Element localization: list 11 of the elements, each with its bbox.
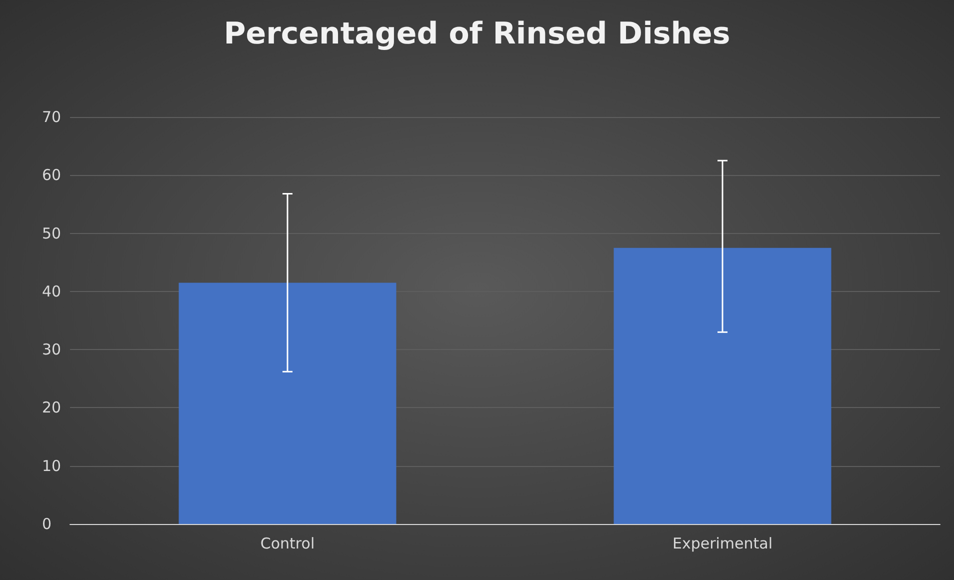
- y-tick-label: 60: [42, 166, 62, 184]
- y-tick-label: 10: [42, 456, 62, 475]
- y-tick-label: 20: [42, 398, 62, 417]
- x-tick-label: Control: [260, 534, 315, 552]
- y-tick-label: 70: [42, 108, 62, 126]
- y-tick-label: 0: [42, 515, 52, 533]
- y-tick-label: 40: [42, 282, 62, 300]
- y-tick-label: 50: [42, 224, 62, 242]
- chart-title: Percentaged of Rinsed Dishes: [224, 16, 730, 52]
- x-tick-label: Experimental: [672, 534, 773, 552]
- y-tick-label: 30: [42, 340, 62, 359]
